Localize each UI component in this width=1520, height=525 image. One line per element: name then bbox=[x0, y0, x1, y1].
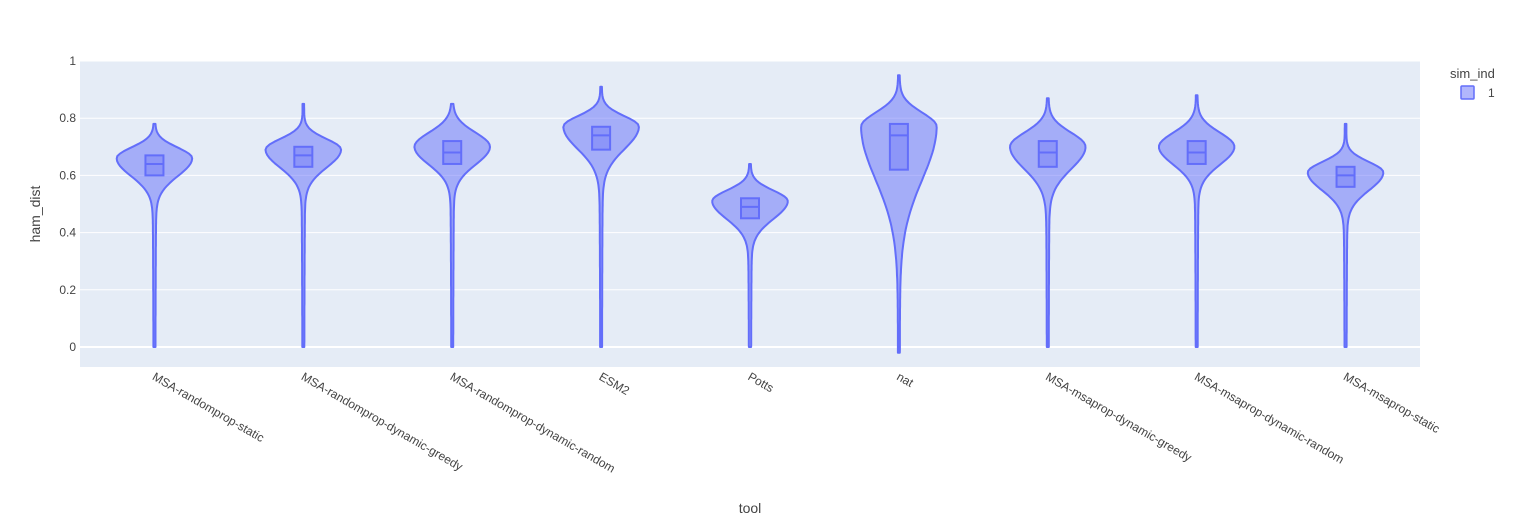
y-tick-label: 0.2 bbox=[59, 283, 76, 297]
legend-entry-label: 1 bbox=[1488, 86, 1495, 100]
violin-body[interactable] bbox=[562, 85, 640, 348]
violin-box[interactable] bbox=[1335, 165, 1356, 188]
x-tick-label: Potts bbox=[746, 369, 777, 395]
x-tick-label: ESM2 bbox=[597, 369, 633, 398]
violin-box[interactable] bbox=[740, 197, 760, 220]
y-tick-label: 0.4 bbox=[59, 226, 76, 240]
violin-box[interactable] bbox=[888, 122, 909, 171]
x-tick-labels: MSA-randomprop-static MSA-randomprop-dyna… bbox=[150, 369, 1442, 475]
y-tick-label: 0.8 bbox=[59, 111, 76, 125]
x-tick-label: MSA-msaprop-dynamic-random bbox=[1192, 369, 1346, 466]
x-axis-title: tool bbox=[739, 500, 762, 516]
legend-title: sim_ind bbox=[1450, 66, 1495, 81]
violin-body[interactable] bbox=[413, 102, 491, 348]
violin-box[interactable] bbox=[144, 154, 165, 177]
x-tick-label: MSA-randomprop-dynamic-greedy bbox=[299, 369, 465, 473]
violin-body[interactable] bbox=[1009, 97, 1087, 348]
violin-body[interactable] bbox=[264, 102, 343, 348]
violin-body[interactable] bbox=[1306, 122, 1385, 348]
y-tick-labels: 0 0.2 0.4 0.6 0.8 1 bbox=[59, 54, 76, 354]
legend-swatch[interactable] bbox=[1460, 85, 1475, 100]
y-axis-title: ham_dist bbox=[27, 185, 43, 242]
x-tick-label: MSA-msaprop-dynamic-greedy bbox=[1043, 369, 1194, 464]
x-tick-label: MSA-randomprop-dynamic-random bbox=[448, 369, 618, 475]
x-tick-label: MSA-randomprop-static bbox=[150, 369, 267, 444]
y-tick-label: 1 bbox=[69, 54, 76, 68]
violins bbox=[115, 74, 1385, 354]
violin-body[interactable] bbox=[1158, 94, 1236, 348]
violin-box[interactable] bbox=[1037, 140, 1058, 168]
x-tick-label: MSA-msaprop-static bbox=[1341, 369, 1442, 435]
x-tick-label: nat bbox=[894, 369, 916, 390]
violin-body[interactable] bbox=[115, 122, 194, 348]
violin-body[interactable] bbox=[711, 163, 789, 348]
violin-box[interactable] bbox=[293, 145, 314, 168]
y-tick-label: 0 bbox=[69, 340, 76, 354]
violin-body[interactable] bbox=[860, 74, 938, 354]
violin-box[interactable] bbox=[591, 125, 612, 151]
y-tick-label: 0.6 bbox=[59, 168, 76, 182]
legend[interactable]: sim_ind 1 bbox=[1450, 66, 1495, 100]
